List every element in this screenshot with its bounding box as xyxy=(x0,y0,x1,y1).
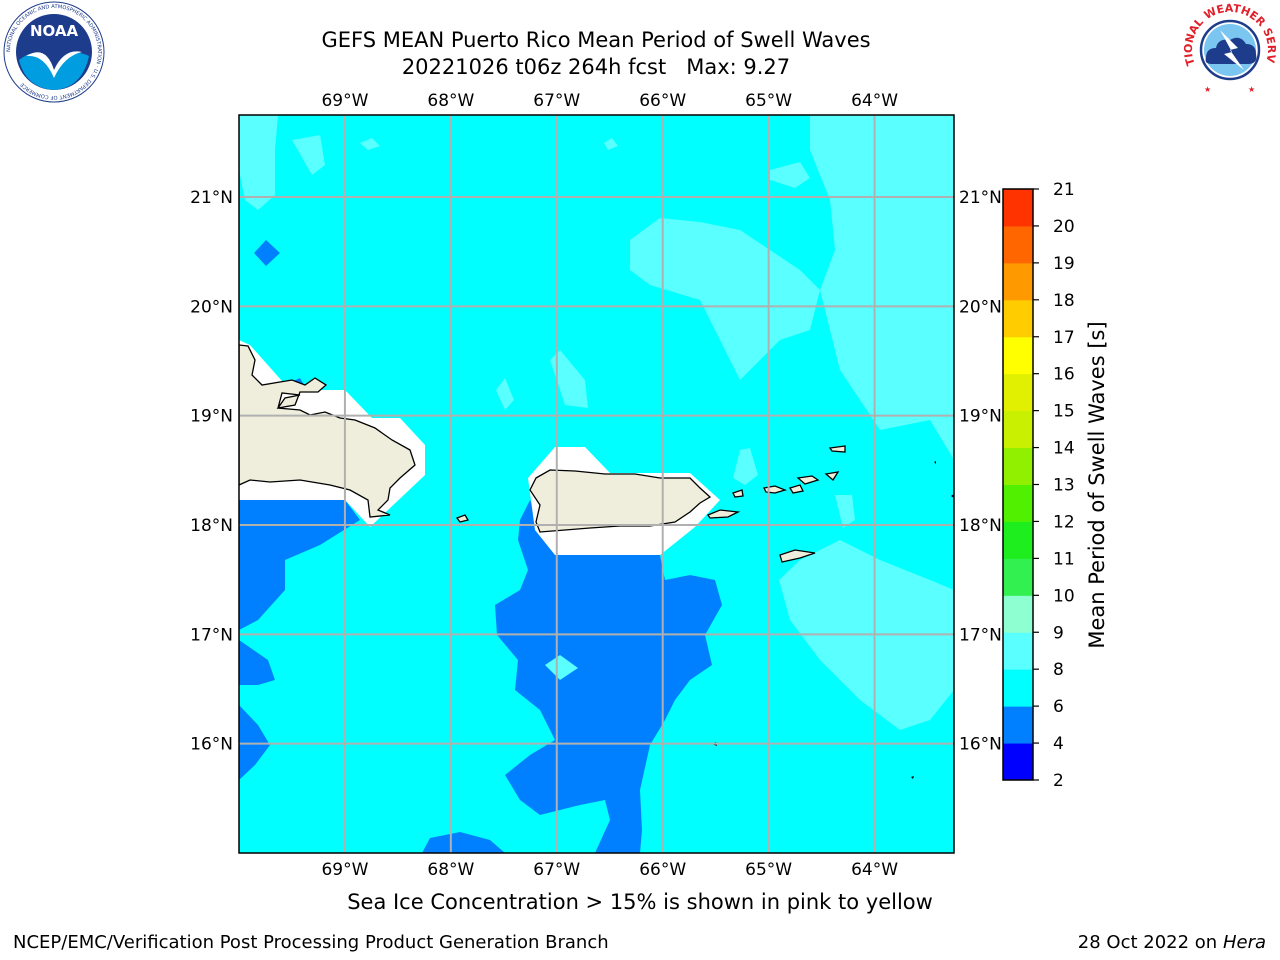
lat-labels-left: 21°N 20°N 19°N 18°N 17°N 16°N xyxy=(190,188,233,755)
lat-tick-label-right: 19°N xyxy=(959,407,1002,427)
footer-date-text: 28 Oct 2022 on xyxy=(1077,932,1218,953)
nws-logo: NATIONAL WEATHER SERVICE ★ ★ xyxy=(1180,0,1278,98)
lat-tick-label-left: 18°N xyxy=(190,516,233,536)
colorbar-frame xyxy=(1002,188,1034,781)
colorbar-segment xyxy=(1003,299,1033,338)
anegada-land xyxy=(828,445,846,453)
colorbar-tick-label: 16 xyxy=(1053,365,1075,385)
colorbar-segment xyxy=(1003,225,1033,264)
noaa-logo-text: NOAA xyxy=(30,22,79,40)
colorbar-tick-label: 14 xyxy=(1053,439,1075,459)
lon-labels-bottom: 69°W 68°W 67°W 66°W 65°W 64°W xyxy=(321,860,898,880)
colorbar-segment xyxy=(1003,706,1033,744)
colorbar-segment xyxy=(1003,669,1033,707)
footer-date: 28 Oct 2022 on Hera xyxy=(1078,932,1266,953)
colorbar-tick-label: 19 xyxy=(1053,254,1075,274)
land-masses xyxy=(239,344,846,563)
footer-host: Hera xyxy=(1222,932,1266,953)
colorbar-tick-label: 21 xyxy=(1053,180,1075,200)
colorbar-tick-label: 15 xyxy=(1053,402,1075,422)
chart-title: GEFS MEAN Puerto Rico Mean Period of Swe… xyxy=(321,28,871,52)
lon-labels-top: 69°W 68°W 67°W 66°W 65°W 64°W xyxy=(321,91,898,111)
lat-tick-label-left: 16°N xyxy=(190,735,233,755)
hispaniola-land xyxy=(239,344,416,518)
colorbar-tick-label: 13 xyxy=(1053,476,1075,496)
vieques-land xyxy=(707,509,741,519)
colorbar-tick-label: 18 xyxy=(1053,291,1075,311)
low-period-regions xyxy=(239,240,722,853)
lon-tick-label-top: 68°W xyxy=(427,91,474,111)
lat-tick-label-left: 19°N xyxy=(190,407,233,427)
mona-island-land xyxy=(455,514,470,523)
sea-ice-caption: Sea Ice Concentration > 15% is shown in … xyxy=(347,890,933,914)
lon-tick-label-bottom: 66°W xyxy=(639,860,686,880)
chart-subtitle: 20221026 t06z 264h fcst Max: 9.27 xyxy=(401,55,791,79)
lon-tick-label-top: 66°W xyxy=(639,91,686,111)
colorbar-tick-label: 20 xyxy=(1053,217,1075,237)
lat-tick-label-right: 18°N xyxy=(959,516,1002,536)
lat-labels-right: 21°N 20°N 19°N 18°N 17°N 16°N xyxy=(959,188,1002,755)
tortola-land xyxy=(796,475,820,485)
lat-tick-label-left: 17°N xyxy=(190,625,233,645)
culebra-land xyxy=(732,489,744,498)
star-icon: ★ xyxy=(1248,85,1255,94)
lat-tick-label-right: 20°N xyxy=(959,297,1002,317)
lat-tick-label-right: 17°N xyxy=(959,625,1002,645)
colorbar-tick-label: 10 xyxy=(1053,586,1075,606)
colorbar-segment xyxy=(1003,262,1033,301)
colorbar-segment xyxy=(1003,336,1033,375)
colorbar-segment xyxy=(1003,521,1033,559)
lat-tick-label-left: 20°N xyxy=(190,297,233,317)
colorbar xyxy=(1003,189,1033,781)
st-croix-land xyxy=(779,549,816,563)
high-period-regions xyxy=(239,115,954,730)
star-icon: ★ xyxy=(1204,85,1211,94)
st-john-land xyxy=(789,484,804,494)
colorbar-segment xyxy=(1003,373,1033,412)
lat-tick-label-right: 16°N xyxy=(959,735,1002,755)
colorbar-segment xyxy=(1003,484,1033,522)
colorbar-tick-label: 8 xyxy=(1053,660,1064,680)
colorbar-tick-label: 11 xyxy=(1053,549,1075,569)
lon-tick-label-top: 65°W xyxy=(745,91,792,111)
colorbar-segment xyxy=(1003,632,1033,670)
colorbar-tick-label: 6 xyxy=(1053,697,1064,717)
colorbar-segment xyxy=(1003,558,1033,596)
virgin-gorda-land xyxy=(824,471,840,481)
footer-organization: NCEP/EMC/Verification Post Processing Pr… xyxy=(13,932,609,953)
noaa-logo: NATIONAL OCEANIC AND ATMOSPHERIC ADMINIS… xyxy=(3,1,105,103)
colorbar-label: Mean Period of Swell Waves [s] xyxy=(1085,321,1109,649)
colorbar-tick-label: 2 xyxy=(1053,771,1064,791)
colorbar-segment xyxy=(1003,447,1033,485)
lon-tick-label-top: 64°W xyxy=(851,91,898,111)
map-frame xyxy=(238,114,955,854)
colorbar-segment xyxy=(1003,410,1033,449)
colorbar-segment xyxy=(1003,189,1033,227)
colorbar-tick-label: 17 xyxy=(1053,328,1075,348)
lat-tick-label-right: 21°N xyxy=(959,188,1002,208)
colorbar-ticks: 2 4 6 8 9 10 11 12 13 14 15 16 17 18 19 20 21 xyxy=(1033,180,1075,791)
colorbar-segment xyxy=(1003,743,1033,781)
colorbar-segment xyxy=(1003,595,1033,633)
lon-tick-label-top: 69°W xyxy=(321,91,368,111)
colorbar-tick-label: 12 xyxy=(1053,512,1075,532)
lon-tick-label-bottom: 64°W xyxy=(851,860,898,880)
lon-tick-label-top: 67°W xyxy=(533,91,580,111)
lat-tick-label-left: 21°N xyxy=(190,188,233,208)
lon-tick-label-bottom: 68°W xyxy=(427,860,474,880)
lon-tick-label-bottom: 65°W xyxy=(745,860,792,880)
colorbar-tick-label: 4 xyxy=(1053,734,1064,754)
colorbar-tick-label: 9 xyxy=(1053,623,1064,643)
lon-tick-label-bottom: 67°W xyxy=(533,860,580,880)
lon-tick-label-bottom: 69°W xyxy=(321,860,368,880)
grid-lines xyxy=(239,115,954,853)
